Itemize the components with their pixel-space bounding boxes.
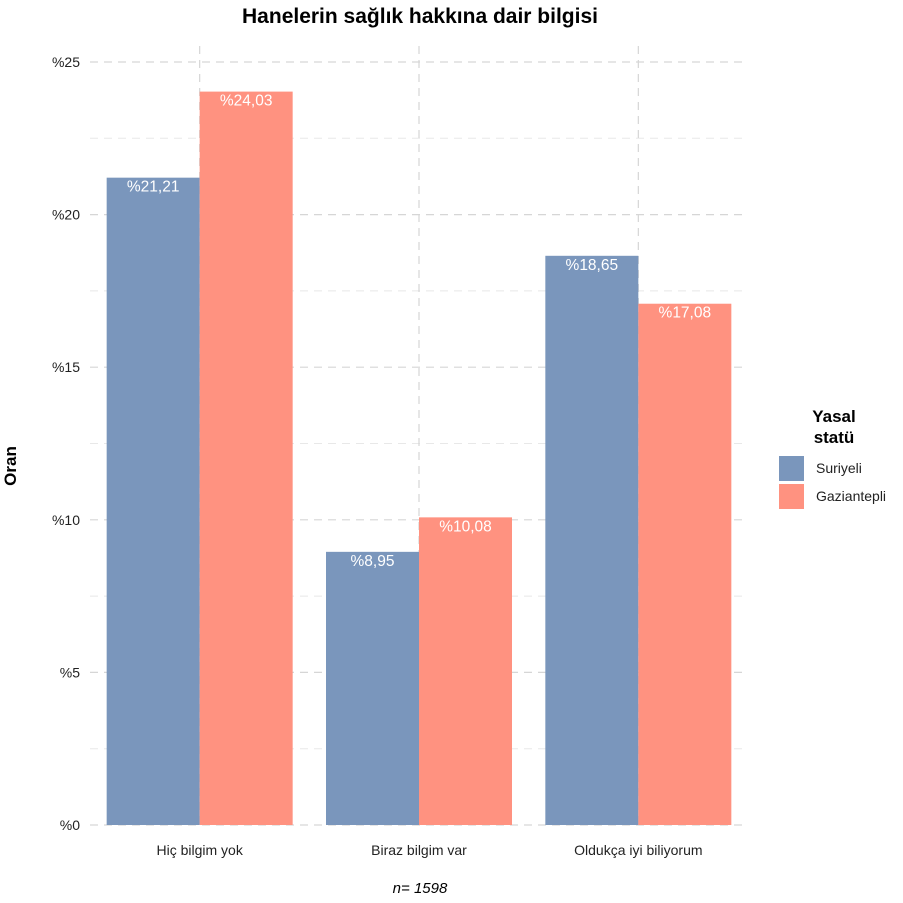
y-axis-label: Oran <box>1 446 20 486</box>
legend-title-line-1: Yasal <box>812 407 856 426</box>
y-tick-label: %15 <box>52 359 80 375</box>
x-tick-label: Biraz bilgim var <box>371 842 467 858</box>
legend: Yasal statü Suriyeli Gaziantepli <box>779 407 886 509</box>
legend-label-suriyeli: Suriyeli <box>816 460 862 476</box>
y-tick-label: %20 <box>52 207 80 223</box>
y-tick-label: %25 <box>52 54 80 70</box>
legend-title-line-2: statü <box>814 428 855 447</box>
bar-value-label: %8,95 <box>351 553 395 570</box>
bar <box>326 551 419 825</box>
bars <box>106 91 732 826</box>
y-tick-label: %5 <box>60 664 80 680</box>
y-tick-label: %0 <box>60 817 80 833</box>
legend-swatch-suriyeli <box>779 456 804 481</box>
bar <box>545 255 639 825</box>
bar <box>199 91 293 826</box>
y-tick-label: %10 <box>52 512 80 528</box>
chart-title: Hanelerin sağlık hakkına dair bilgisi <box>242 5 598 28</box>
bar <box>419 517 512 825</box>
bar <box>638 303 732 826</box>
bar-value-label: %10,08 <box>439 518 492 535</box>
bar-value-label: %24,03 <box>220 93 273 110</box>
x-tick-label: Oldukça iyi biliyorum <box>574 842 702 858</box>
bar-value-label: %18,65 <box>566 257 619 274</box>
bar-value-label: %17,08 <box>659 305 712 322</box>
bar <box>106 177 200 826</box>
legend-label-gaziantepli: Gaziantepli <box>816 488 886 504</box>
legend-swatch-gaziantepli <box>779 484 804 509</box>
sample-size-caption: n= 1598 <box>393 880 448 897</box>
x-tick-label: Hiç bilgim yok <box>156 842 243 858</box>
axes: %0 %5 %10 %15 %20 %25 Hiç bilgim yok Biraz bilg… <box>52 54 703 858</box>
bar-value-label: %21,21 <box>127 179 180 196</box>
bar-labels: %21,21 %24,03 %8,95 %10,08 %18,65 %17,08 <box>127 93 711 570</box>
